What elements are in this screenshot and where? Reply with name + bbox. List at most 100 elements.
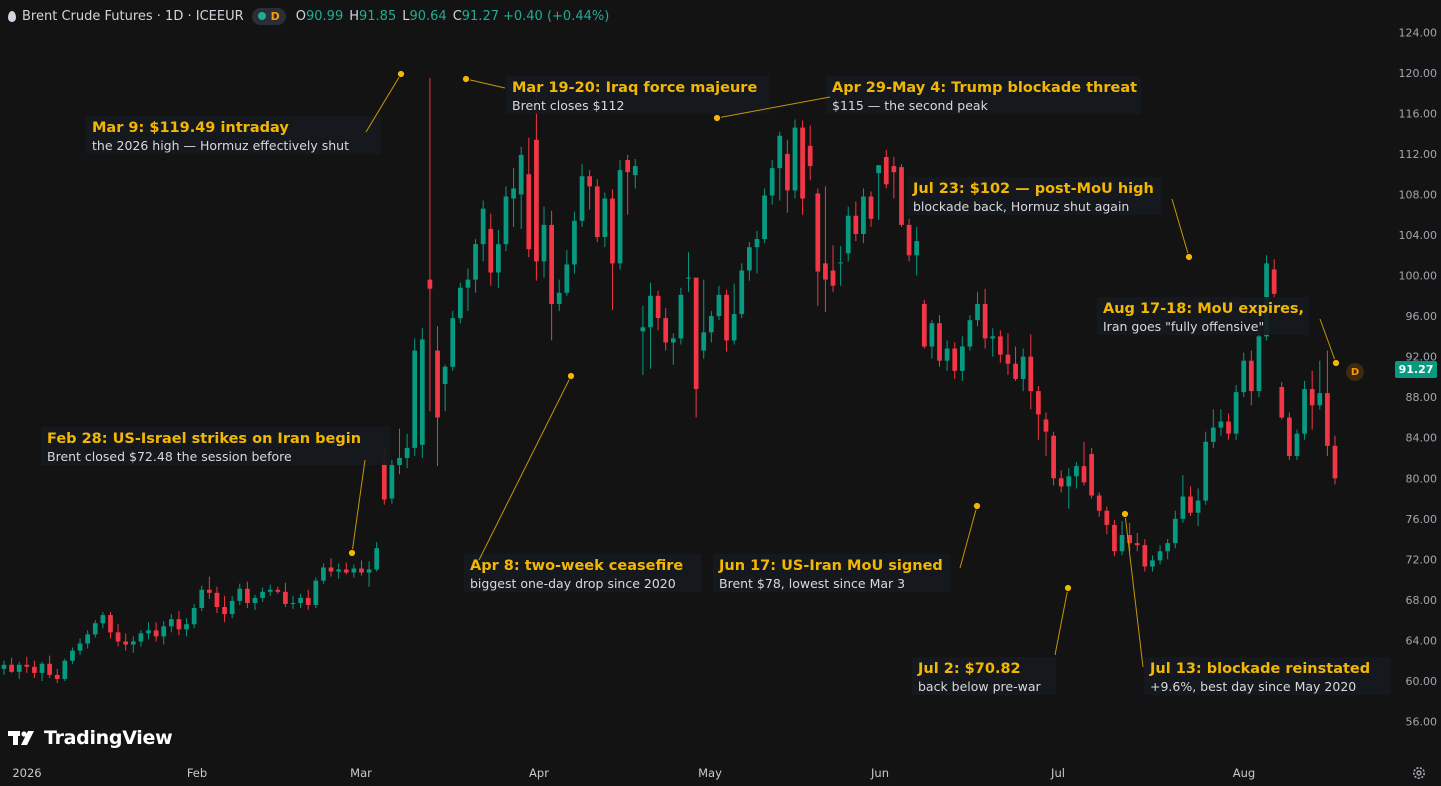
candle-body bbox=[937, 323, 942, 361]
candle-body bbox=[488, 228, 494, 273]
x-tick-label: Jul bbox=[1050, 766, 1065, 780]
candle-body bbox=[534, 139, 539, 262]
candle-body bbox=[290, 602, 296, 604]
candle-body bbox=[724, 294, 729, 341]
annotation: Jul 23: $102 — post-MoU high blockade bac… bbox=[907, 177, 1194, 262]
candle-body bbox=[997, 336, 1003, 355]
candle-body bbox=[823, 263, 828, 280]
time-axis[interactable]: 2026 Feb Mar Apr May Jun Jul Aug bbox=[12, 766, 1255, 780]
candle-body bbox=[1134, 543, 1140, 546]
candle-body bbox=[1332, 445, 1338, 479]
candle-body bbox=[237, 588, 243, 601]
candle-body bbox=[1226, 421, 1231, 434]
annotation-title: Feb 28: US-Israel strikes on Iran begin bbox=[47, 431, 361, 447]
timeframe-marker[interactable]: D bbox=[1346, 363, 1364, 381]
candle-body bbox=[655, 295, 661, 319]
price-axis[interactable]: 56.00 60.00 64.00 68.00 72.00 76.00 80.00 84.00… bbox=[1399, 26, 1438, 728]
y-tick-label: 124.00 bbox=[1399, 26, 1438, 39]
annotation-box bbox=[826, 76, 1141, 114]
candle-body bbox=[914, 241, 920, 256]
last-price-tag: 91.27 bbox=[1395, 361, 1437, 378]
candle-body bbox=[929, 323, 935, 347]
candle-body bbox=[701, 332, 707, 351]
candle-body bbox=[199, 589, 205, 609]
annotation: Aug 17-18: MoU expires, Iran goes "fully … bbox=[1097, 297, 1341, 368]
candle-body bbox=[792, 127, 798, 191]
candle-body bbox=[1, 664, 7, 669]
settings-gear-icon[interactable] bbox=[1411, 765, 1427, 781]
candle-body bbox=[1248, 360, 1254, 392]
annotation-leader bbox=[465, 78, 506, 89]
candle-body bbox=[100, 615, 106, 624]
annotation: Feb 28: US-Israel strikes on Iran begin B… bbox=[41, 427, 391, 558]
candle-body bbox=[298, 597, 303, 603]
candle-body bbox=[191, 608, 197, 625]
y-tick-label: 80.00 bbox=[1406, 472, 1438, 485]
candle-body bbox=[648, 295, 653, 328]
x-tick-label: Jun bbox=[870, 766, 889, 780]
candle-body bbox=[549, 224, 554, 304]
annotation-title: Jul 23: $102 — post-MoU high bbox=[912, 181, 1154, 197]
annotation-box bbox=[912, 657, 1056, 695]
candle-body bbox=[1294, 433, 1300, 456]
annotation: Jun 17: US-Iran MoU signed Brent $78, low… bbox=[713, 501, 982, 592]
candle-body bbox=[899, 167, 904, 225]
annotation-subtitle: the 2026 high — Hormuz effectively shut bbox=[92, 138, 349, 153]
candle-body bbox=[1172, 518, 1178, 544]
candle-body bbox=[108, 615, 113, 633]
annotation-box bbox=[506, 76, 770, 114]
y-tick-label: 96.00 bbox=[1406, 310, 1438, 323]
x-tick-label: Mar bbox=[350, 766, 372, 780]
x-tick-label: Apr bbox=[529, 766, 549, 780]
candle-body bbox=[153, 630, 159, 637]
tradingview-logo[interactable]: TradingView bbox=[8, 727, 173, 749]
candle-body bbox=[336, 569, 342, 572]
candle-body bbox=[982, 303, 988, 339]
annotation-box bbox=[41, 427, 391, 465]
annotation-leader bbox=[1171, 198, 1190, 258]
high-label: H bbox=[349, 8, 359, 24]
candle-body bbox=[1081, 466, 1087, 483]
annotation-title: Apr 8: two-week ceasefire bbox=[470, 558, 683, 574]
y-tick-label: 100.00 bbox=[1399, 270, 1438, 283]
candle-body bbox=[891, 166, 897, 173]
annotation-leader bbox=[351, 459, 366, 554]
close-label: C bbox=[452, 8, 462, 24]
low-label: L bbox=[402, 8, 410, 24]
candles bbox=[1, 77, 1338, 684]
timeframe-pill[interactable]: D bbox=[251, 7, 286, 25]
candle-body bbox=[206, 589, 212, 593]
candle-body bbox=[975, 303, 980, 321]
candle-body bbox=[1203, 441, 1209, 501]
candle-body bbox=[693, 277, 699, 390]
annotation: Jul 13: blockade reinstated +9.6%, best d… bbox=[1120, 509, 1391, 695]
candle-body bbox=[1142, 545, 1148, 567]
annotation-subtitle: Brent closes $112 bbox=[512, 98, 624, 113]
candle-body bbox=[321, 567, 326, 581]
candle-body bbox=[229, 600, 235, 615]
y-tick-label: 84.00 bbox=[1406, 432, 1438, 445]
candle-body bbox=[85, 634, 91, 644]
annotation-point bbox=[1063, 583, 1073, 593]
candle-body bbox=[807, 145, 813, 167]
candle-body bbox=[1104, 510, 1110, 525]
candle-body bbox=[959, 346, 965, 371]
annotation-box bbox=[1144, 657, 1391, 695]
candle-body bbox=[830, 270, 836, 286]
candle-body bbox=[1005, 354, 1011, 364]
annotation-point bbox=[347, 548, 357, 558]
annotation-subtitle: +9.6%, best day since May 2020 bbox=[1150, 679, 1356, 694]
candle-body bbox=[1195, 500, 1201, 513]
candle-body bbox=[1020, 356, 1026, 379]
symbol-title[interactable]: Brent Crude Futures · 1D · ICEEUR bbox=[22, 8, 244, 24]
candle-body bbox=[39, 663, 45, 673]
candle-body bbox=[587, 176, 592, 187]
symbol-header: Brent Crude Futures · 1D · ICEEUR D O 90… bbox=[8, 6, 613, 26]
candle-body bbox=[496, 244, 501, 273]
annotation-point bbox=[1331, 358, 1341, 368]
candle-body bbox=[678, 294, 684, 339]
annotation-leader bbox=[716, 96, 831, 119]
candle-body bbox=[1309, 389, 1315, 406]
